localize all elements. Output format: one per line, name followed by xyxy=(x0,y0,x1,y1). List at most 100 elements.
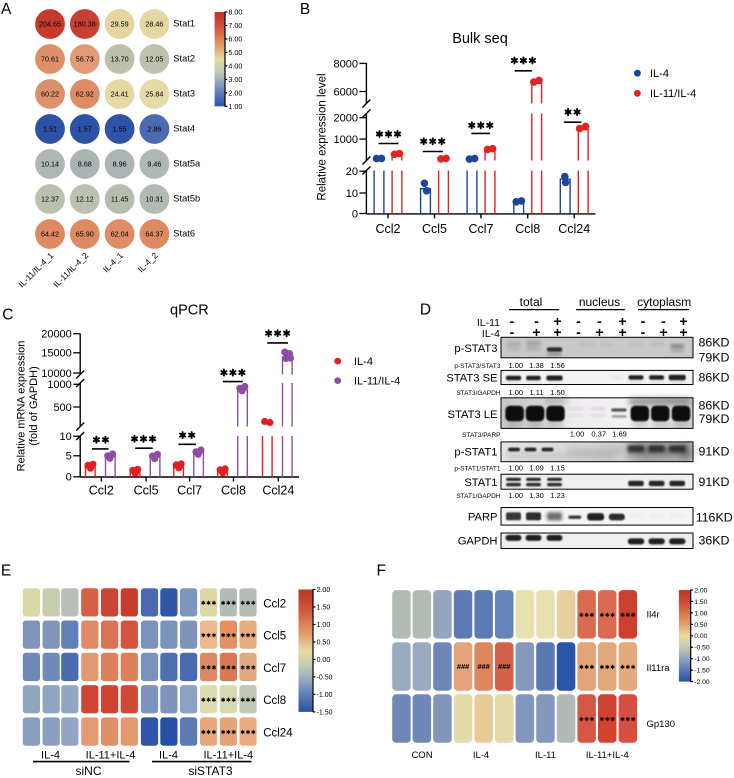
svg-text:###: ### xyxy=(477,662,490,671)
svg-text:1.56: 1.56 xyxy=(550,361,565,370)
svg-text:56.73: 56.73 xyxy=(76,55,94,64)
svg-text:+: + xyxy=(618,313,626,329)
svg-text:6000: 6000 xyxy=(334,86,358,98)
svg-text:1000: 1000 xyxy=(334,134,358,146)
svg-text:10: 10 xyxy=(346,188,358,200)
svg-text:IL-11: IL-11 xyxy=(477,317,500,329)
svg-text:86KD: 86KD xyxy=(699,399,730,413)
svg-text:-: - xyxy=(661,313,666,329)
svg-text:91KD: 91KD xyxy=(699,475,730,489)
svg-text:Ccl7: Ccl7 xyxy=(263,663,286,675)
svg-text:1.00: 1.00 xyxy=(228,102,242,111)
svg-text:0.50: 0.50 xyxy=(317,640,331,647)
svg-text:9.46: 9.46 xyxy=(147,160,161,169)
svg-text:1.00: 1.00 xyxy=(508,361,523,370)
svg-text:+: + xyxy=(659,324,667,340)
svg-text:8.00: 8.00 xyxy=(228,8,242,17)
svg-text:-2.00: -2.00 xyxy=(694,679,710,686)
svg-text:-0.50: -0.50 xyxy=(317,675,333,682)
svg-text:500: 500 xyxy=(53,402,71,414)
svg-text:79KD: 79KD xyxy=(699,412,730,426)
svg-text:64.42: 64.42 xyxy=(41,230,59,239)
svg-text:10.14: 10.14 xyxy=(41,160,59,169)
svg-text:Bulk seq: Bulk seq xyxy=(452,31,508,47)
svg-text:STAT3/GAPDH: STAT3/GAPDH xyxy=(456,390,500,397)
svg-text:8000: 8000 xyxy=(334,58,358,70)
svg-text:Ccl5: Ccl5 xyxy=(263,631,286,643)
svg-text:60.22: 60.22 xyxy=(41,90,59,99)
svg-text:0.37: 0.37 xyxy=(591,429,606,438)
svg-text:STAT1/GAPDH: STAT1/GAPDH xyxy=(456,493,500,500)
svg-text:(fold of GAPDH): (fold of GAPDH) xyxy=(28,366,40,445)
svg-text:7.00: 7.00 xyxy=(228,21,242,30)
svg-text:12.12: 12.12 xyxy=(76,195,94,204)
svg-text:8.96: 8.96 xyxy=(113,160,127,169)
svg-text:p-STAT1: p-STAT1 xyxy=(454,446,497,458)
svg-text:PARP: PARP xyxy=(468,511,498,523)
svg-text:total: total xyxy=(520,295,543,309)
svg-text:11.45: 11.45 xyxy=(111,195,128,204)
svg-text:p-STAT1/STAT1: p-STAT1/STAT1 xyxy=(454,465,500,472)
svg-text:1.00: 1.00 xyxy=(508,491,523,500)
svg-text:Ccl2: Ccl2 xyxy=(89,484,114,498)
svg-text:+: + xyxy=(553,324,561,340)
svg-text:91KD: 91KD xyxy=(699,444,730,458)
svg-text:12.05: 12.05 xyxy=(145,55,163,64)
svg-text:20000: 20000 xyxy=(41,329,72,341)
svg-text:E: E xyxy=(1,563,11,580)
svg-text:Relative mRNA expression: Relative mRNA expression xyxy=(16,341,28,472)
svg-text:IL-11/IL-4_2: IL-11/IL-4_2 xyxy=(51,250,90,289)
svg-text:Ccl8: Ccl8 xyxy=(263,695,286,707)
svg-text:IL-4_1: IL-4_1 xyxy=(101,250,125,274)
svg-text:2.00: 2.00 xyxy=(694,587,707,594)
svg-text:-: - xyxy=(641,324,646,340)
svg-text:p-STAT3: p-STAT3 xyxy=(454,343,497,355)
svg-text:204.65: 204.65 xyxy=(39,20,61,29)
svg-text:p-STAT3/STAT3: p-STAT3/STAT3 xyxy=(454,363,500,370)
svg-text:Ccl8: Ccl8 xyxy=(221,484,246,498)
svg-text:siNC: siNC xyxy=(76,764,102,778)
svg-text:IL-11+IL-4: IL-11+IL-4 xyxy=(586,750,629,761)
svg-text:62.04: 62.04 xyxy=(111,230,129,239)
svg-text:70.61: 70.61 xyxy=(41,55,59,64)
svg-text:1.09: 1.09 xyxy=(529,463,544,472)
svg-text:10: 10 xyxy=(60,431,72,443)
svg-text:Il4r: Il4r xyxy=(647,610,660,621)
svg-text:86KD: 86KD xyxy=(699,371,730,385)
svg-text:D: D xyxy=(420,302,431,319)
svg-text:Ccl5: Ccl5 xyxy=(134,484,159,498)
svg-text:IL-11/IL-4_1: IL-11/IL-4_1 xyxy=(16,250,55,289)
svg-text:Stat1: Stat1 xyxy=(173,18,195,28)
svg-text:1.51: 1.51 xyxy=(43,125,57,134)
svg-text:-: - xyxy=(534,313,539,329)
svg-text:STAT3 LE: STAT3 LE xyxy=(448,409,498,421)
svg-text:+: + xyxy=(618,324,626,340)
svg-text:IL-11+IL-4: IL-11+IL-4 xyxy=(86,749,136,761)
svg-text:-: - xyxy=(510,324,515,340)
svg-text:Ccl24: Ccl24 xyxy=(558,222,590,236)
svg-text:1.55: 1.55 xyxy=(113,125,127,134)
svg-text:IL-4_2: IL-4_2 xyxy=(136,250,160,274)
svg-text:###: ### xyxy=(498,662,511,671)
svg-text:3.00: 3.00 xyxy=(228,75,242,84)
svg-text:IL-11/IL-4: IL-11/IL-4 xyxy=(354,376,400,388)
svg-text:65.90: 65.90 xyxy=(76,230,94,239)
svg-text:nucleus: nucleus xyxy=(579,295,620,309)
svg-text:86KD: 86KD xyxy=(699,335,730,349)
svg-text:0: 0 xyxy=(352,208,358,220)
svg-text:+: + xyxy=(553,313,561,329)
svg-text:25.84: 25.84 xyxy=(145,90,163,99)
svg-text:0: 0 xyxy=(66,472,72,484)
svg-text:IL-11/IL-4: IL-11/IL-4 xyxy=(650,88,696,100)
svg-text:Stat2: Stat2 xyxy=(173,53,195,63)
svg-text:STAT3 SE: STAT3 SE xyxy=(446,373,497,385)
svg-text:Stat5a: Stat5a xyxy=(173,158,201,168)
svg-text:-1.00: -1.00 xyxy=(694,656,710,663)
svg-text:180.38: 180.38 xyxy=(74,20,96,29)
svg-text:1000: 1000 xyxy=(47,379,71,391)
svg-text:Ccl2: Ccl2 xyxy=(263,598,286,610)
svg-text:IL-4: IL-4 xyxy=(41,749,60,761)
svg-text:2.00: 2.00 xyxy=(228,88,242,97)
svg-text:8.68: 8.68 xyxy=(78,160,92,169)
svg-text:10000: 10000 xyxy=(41,368,72,380)
